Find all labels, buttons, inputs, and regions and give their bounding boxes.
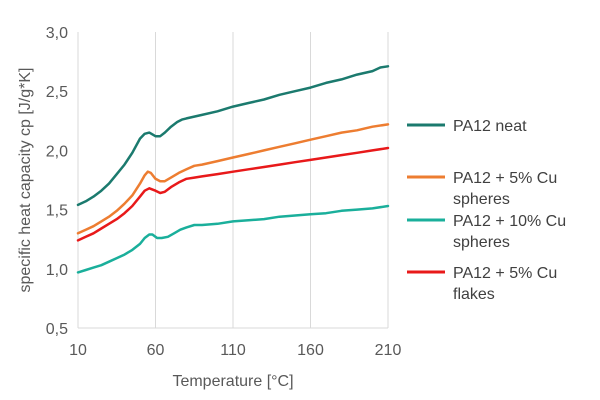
series-line-1 (76, 65, 390, 207)
y-tick-label: 1,0 (46, 262, 68, 279)
x-tick-label: 60 (147, 342, 165, 359)
legend-entry-1: PA12 neat (407, 118, 527, 135)
legend-entry-4: PA12 + 5% Cu flakes (407, 265, 557, 303)
legend-label: spheres (453, 234, 510, 251)
x-tick-label: 10 (69, 342, 87, 359)
legend-label: PA12 + 10% Cu (453, 213, 566, 230)
gridlines (77, 32, 389, 328)
x-axis-ticks: 10 60 110 160 210 (69, 342, 401, 359)
legend-entry-2: PA12 + 5% Cu spheres (407, 170, 557, 208)
legend-label: PA12 + 5% Cu (453, 265, 557, 282)
y-axis-title: specific heat capacity cp [J/g*K] (17, 68, 34, 293)
legend-entry-3: PA12 + 10% Cu spheres (407, 213, 566, 251)
y-tick-label: 3,0 (46, 25, 68, 42)
y-tick-label: 2,0 (46, 143, 68, 160)
series-line-3 (76, 204, 390, 274)
y-axis-ticks: 0,5 1,0 1,5 2,0 2,5 3,0 (46, 25, 68, 338)
legend-label: PA12 + 5% Cu (453, 170, 557, 187)
x-tick-label: 210 (375, 342, 402, 359)
y-tick-label: 1,5 (46, 203, 68, 220)
legend-label: spheres (453, 191, 510, 208)
legend-label: PA12 neat (453, 118, 527, 135)
y-tick-label: 0,5 (46, 321, 68, 338)
y-tick-label: 2,5 (46, 84, 68, 101)
series-line-4 (76, 146, 390, 242)
x-tick-label: 160 (297, 342, 324, 359)
x-axis-title: Temperature [°C] (172, 373, 293, 390)
legend-label: flakes (453, 286, 495, 303)
series-line-2 (76, 123, 390, 235)
plot-area (76, 65, 390, 274)
x-tick-label: 110 (220, 342, 246, 359)
